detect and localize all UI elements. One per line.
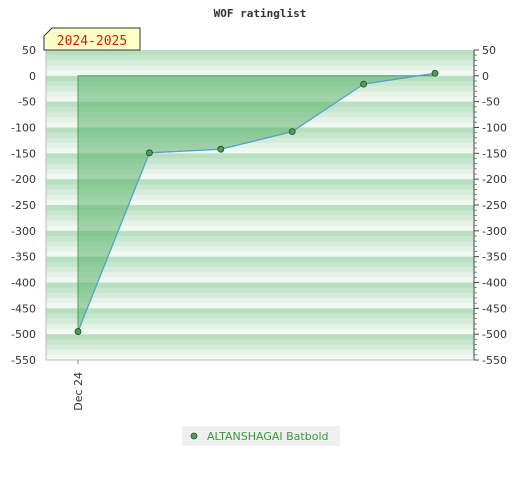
legend-marker	[190, 432, 198, 440]
grid-band	[46, 210, 474, 216]
grid-band	[46, 303, 474, 309]
grid-band	[46, 329, 474, 335]
grid-band	[46, 225, 474, 232]
grid-band	[46, 174, 474, 180]
y-tick-label-right: -400	[482, 277, 507, 290]
series-line	[77, 72, 436, 332]
grid-band	[46, 205, 474, 211]
grid-band	[46, 220, 474, 226]
y-tick-label-left: -450	[11, 302, 36, 315]
grid-band	[46, 189, 474, 195]
y-tick-label-left: -400	[11, 277, 36, 290]
y-tick-label-left: -100	[11, 122, 36, 135]
y-tick-label-right: -250	[482, 199, 507, 212]
y-tick-label-left: -500	[11, 328, 36, 341]
grid-band	[46, 334, 474, 340]
grid-band	[46, 153, 474, 159]
y-tick-label-left: -50	[18, 96, 36, 109]
y-tick-label-right: -150	[482, 147, 507, 160]
y-tick-label-right: 50	[482, 44, 496, 57]
season-label: 2024-2025	[43, 27, 141, 51]
grid-band	[46, 163, 474, 170]
grid-band	[46, 241, 474, 247]
grid-band	[46, 298, 474, 304]
legend: ALTANSHAGAI Batbold	[182, 426, 340, 446]
y-axis-right: 50 0 -50 -100 -150 -200 -250 -300 -350 -400 -450 -5…	[474, 44, 507, 367]
y-tick-label-right: 0	[482, 70, 489, 83]
grid-band	[46, 194, 474, 201]
y-tick-label-right: -50	[482, 96, 500, 109]
y-tick-label-left: -150	[11, 147, 36, 160]
y-tick-label-right: -450	[482, 302, 507, 315]
y-tick-label-right: -550	[482, 354, 507, 367]
grid-band	[46, 349, 474, 356]
grid-band	[46, 251, 474, 257]
data-point	[145, 149, 153, 157]
grid-band	[46, 236, 474, 242]
grid-band	[46, 215, 474, 221]
grid-band	[46, 339, 474, 345]
grid-band	[46, 179, 474, 185]
grid-band	[46, 158, 474, 164]
data-point	[288, 128, 296, 136]
grid-band	[46, 168, 474, 175]
season-label-box	[43, 27, 141, 51]
y-axis-left: 50 0 -50 -100 -150 -200 -250 -300 -350 -400 -450 -5…	[11, 44, 36, 367]
grid-band	[46, 261, 474, 268]
legend-box	[182, 426, 340, 446]
y-tick-label-right: -100	[482, 122, 507, 135]
grid-band	[46, 199, 474, 206]
grid-band	[46, 65, 474, 71]
x-axis: Dec 24	[72, 360, 85, 411]
grid-band	[46, 70, 474, 77]
grid-band	[46, 292, 474, 299]
grid-band	[46, 277, 474, 283]
grid-band	[46, 287, 474, 294]
data-point	[431, 69, 439, 77]
grid-band	[46, 282, 474, 288]
grid-band	[46, 55, 474, 61]
y-tick-label-right: -200	[482, 173, 507, 186]
grid-band	[46, 267, 474, 273]
data-point	[217, 145, 225, 153]
data-point	[74, 328, 82, 335]
grid-band	[46, 246, 474, 252]
grid-band	[46, 184, 474, 190]
y-tick-label-left: -200	[11, 173, 36, 186]
grid-band	[46, 354, 474, 361]
grid-band	[46, 256, 474, 263]
grid-band	[46, 148, 474, 154]
data-points	[74, 69, 439, 335]
y-tick-label-left: 0	[29, 70, 36, 83]
y-tick-label-left: -550	[11, 354, 36, 367]
grid-band	[46, 143, 474, 149]
grid-band	[46, 318, 474, 325]
grid-band	[46, 323, 474, 330]
y-tick-label-left: -300	[11, 225, 36, 238]
y-tick-label-right: -500	[482, 328, 507, 341]
grid-band	[46, 137, 474, 144]
grid-band	[46, 313, 474, 319]
grid-band	[46, 50, 474, 56]
y-tick-label-left: -250	[11, 199, 36, 212]
y-tick-label-left: 50	[22, 44, 36, 57]
y-tick-label-right: -350	[482, 251, 507, 264]
chart-title: WOF ratinglist	[214, 7, 307, 20]
y-tick-label-left: -350	[11, 251, 36, 264]
y-tick-label-right: -300	[482, 225, 507, 238]
grid-band	[46, 344, 474, 350]
season-label-text: 2024-2025	[57, 34, 127, 49]
grid-band	[46, 60, 474, 66]
grid-band	[46, 308, 474, 314]
data-point	[360, 80, 368, 88]
legend-series-name: ALTANSHAGAI Batbold	[207, 430, 328, 443]
grid-band	[46, 230, 474, 237]
x-tick-label: Dec 24	[72, 372, 85, 411]
grid-band	[46, 272, 474, 278]
